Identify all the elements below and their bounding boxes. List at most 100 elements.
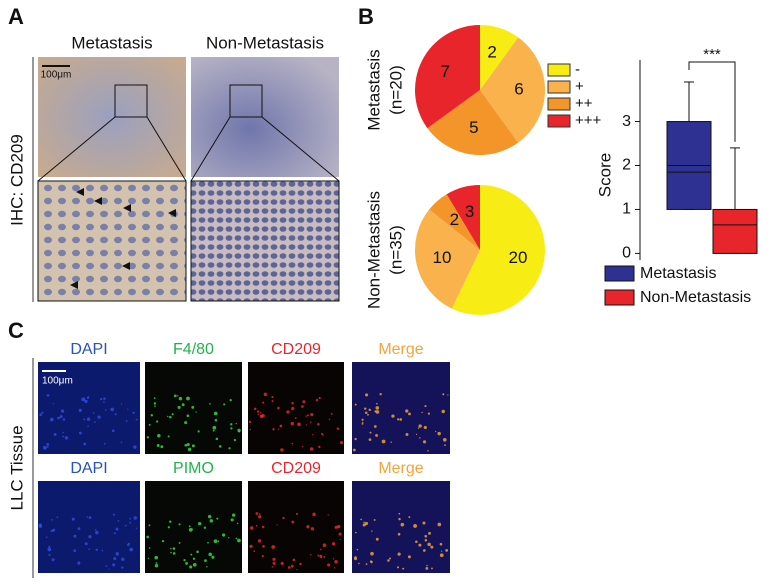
speckle (439, 553, 444, 558)
speckle (129, 517, 131, 520)
speckle (327, 563, 331, 567)
speckle (375, 537, 379, 541)
pie-slice (415, 25, 480, 129)
speckle (86, 396, 89, 399)
speckle (170, 551, 172, 554)
speckle (154, 555, 159, 560)
speckle (147, 557, 150, 559)
speckle (421, 411, 423, 414)
speckle (427, 542, 431, 547)
speckle (73, 549, 77, 553)
column-label: Non-Metastasis (206, 33, 324, 52)
fluorescence-image (145, 481, 242, 573)
speckle (405, 409, 409, 413)
speckle (88, 535, 92, 539)
zoom-line (146, 116, 187, 182)
speckle (310, 421, 312, 423)
speckle (257, 413, 259, 416)
legend-label: Non-Metastasis (640, 289, 751, 306)
speckle (309, 447, 314, 451)
speckle (358, 562, 360, 565)
speckle (310, 527, 315, 531)
legend-label: Metastasis (640, 265, 716, 282)
speckle (249, 428, 252, 431)
speckle (302, 400, 306, 404)
pie-slice (480, 25, 519, 90)
speckle (408, 412, 411, 416)
speckle (398, 517, 401, 521)
row-label: LLC Tissue (7, 425, 26, 510)
speckle (379, 393, 382, 396)
speckle (315, 398, 319, 402)
speckle (334, 525, 338, 529)
zoom-box (229, 84, 263, 118)
speckle (105, 565, 108, 568)
speckle (153, 402, 157, 405)
ihc-image (191, 57, 339, 177)
fluorescence-image (352, 481, 450, 573)
ihc-image (38, 57, 186, 177)
speckle (272, 557, 276, 561)
row-label: IHC: CD209 (7, 134, 26, 226)
speckle (45, 536, 48, 538)
speckle (212, 425, 217, 430)
scale-label: 100μm (41, 70, 72, 81)
speckle (413, 524, 417, 528)
speckle (216, 517, 219, 520)
speckle (431, 567, 433, 570)
speckle (49, 417, 54, 422)
speckle (211, 555, 215, 559)
speckle (271, 400, 274, 403)
speckle (155, 562, 158, 564)
speckle (209, 519, 214, 523)
speckle (373, 519, 376, 521)
speckle (256, 410, 260, 413)
speckle (428, 531, 431, 535)
speckle (186, 414, 190, 418)
fluorescence-image (352, 362, 450, 454)
speckle (445, 548, 449, 552)
speckle (328, 418, 331, 421)
speckle (354, 403, 357, 406)
speckle (113, 532, 116, 535)
speckle (206, 566, 208, 568)
speckle (400, 522, 405, 527)
speckle (95, 548, 98, 551)
speckle (135, 527, 138, 529)
speckle (172, 552, 176, 555)
speckle (291, 406, 295, 411)
speckle (46, 394, 50, 397)
speckle (442, 393, 445, 396)
speckle (115, 527, 119, 531)
speckle (120, 441, 123, 444)
speckle (186, 442, 190, 447)
speckle (191, 405, 195, 409)
speckle (331, 542, 336, 546)
speckle (46, 446, 49, 448)
speckle (173, 394, 177, 398)
speckle (192, 557, 196, 560)
speckle (97, 415, 101, 419)
speckle (248, 420, 252, 424)
pie-subtitle: (n=35) (386, 225, 405, 275)
speckle (258, 515, 262, 519)
speckle (192, 562, 197, 567)
speckle (129, 547, 134, 552)
speckle (100, 398, 103, 401)
speckle (427, 449, 429, 452)
speckle (121, 557, 125, 561)
speckle (48, 545, 51, 548)
speckle (360, 518, 363, 521)
speckle (177, 405, 181, 409)
speckle (317, 554, 320, 557)
pie-slice (480, 37, 546, 143)
speckle (339, 441, 344, 445)
speckle (370, 551, 374, 556)
speckle (117, 520, 120, 522)
speckle (423, 425, 427, 430)
speckle (148, 524, 151, 527)
speckle (367, 413, 369, 416)
speckle (417, 427, 420, 429)
